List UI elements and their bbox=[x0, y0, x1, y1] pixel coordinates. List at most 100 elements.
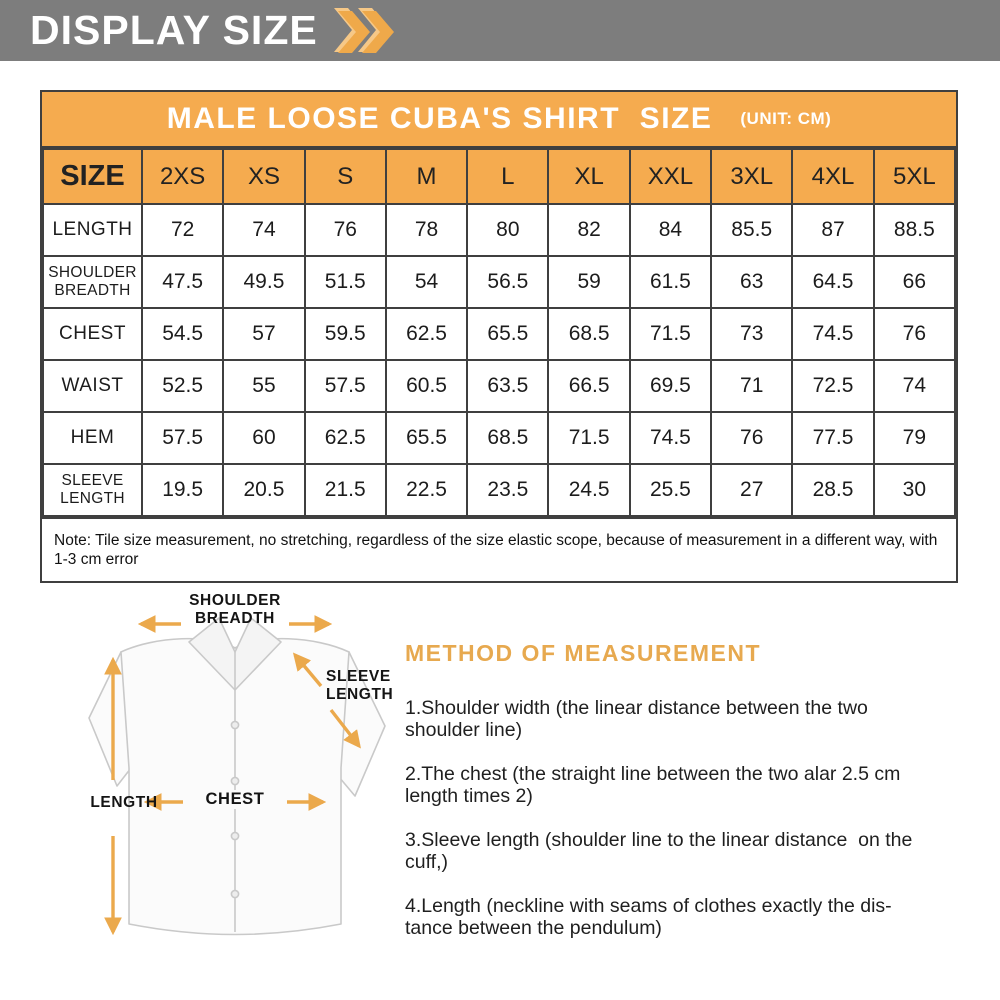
size-column-header: XL bbox=[547, 148, 631, 205]
size-value-cell: 62.5 bbox=[303, 411, 387, 465]
row-label: SLEEVE LENGTH bbox=[42, 463, 143, 517]
size-column-header: L bbox=[466, 148, 550, 205]
size-value-cell: 59 bbox=[547, 255, 631, 309]
sleeve-length-label: SLEEVE LENGTH bbox=[326, 668, 394, 703]
size-value-cell: 71 bbox=[710, 359, 794, 413]
size-value-cell: 25.5 bbox=[628, 463, 713, 517]
size-value-cell: 62.5 bbox=[384, 307, 469, 361]
size-chart-note: Note: Tile size measurement, no stretchi… bbox=[42, 517, 956, 581]
size-column-header: 4XL bbox=[791, 148, 875, 205]
display-size-banner: DISPLAY SIZE bbox=[0, 0, 1000, 61]
method-item: 1.Shoulder width (the linear distance be… bbox=[405, 697, 868, 742]
size-value-cell: 59.5 bbox=[303, 307, 387, 361]
method-item: 4.Length (neckline with seams of clothes… bbox=[405, 894, 892, 939]
table-row: CHEST 54.5 57 59.5 62.5 65.5 68.5 71.5 73 74.5 76 bbox=[42, 307, 957, 361]
size-column-header: 2XS bbox=[140, 148, 225, 205]
size-column-header: S bbox=[303, 148, 387, 205]
method-of-measurement-section: METHOD OF MEASUREMENT 1.Shoulder width (… bbox=[405, 640, 983, 960]
size-value-cell: 76 bbox=[872, 307, 957, 361]
size-value-cell: 47.5 bbox=[140, 255, 225, 309]
shirt-illustration bbox=[88, 615, 386, 936]
row-label: LENGTH bbox=[42, 203, 143, 257]
size-corner-header: SIZE bbox=[42, 148, 143, 205]
shoulder-breadth-label: SHOULDER BREADTH bbox=[189, 592, 281, 627]
size-value-cell: 61.5 bbox=[628, 255, 713, 309]
size-value-cell: 51.5 bbox=[303, 255, 387, 309]
method-item: 2.The chest (the straight line between t… bbox=[405, 762, 901, 808]
shirt-shape bbox=[88, 617, 386, 936]
size-table-body: LENGTH 72 74 76 78 80 82 84 85.5 87 88.5 SHOULDER B… bbox=[42, 203, 957, 517]
size-value-cell: 69.5 bbox=[628, 359, 713, 413]
size-value-cell: 65.5 bbox=[384, 411, 469, 465]
size-value-cell: 77.5 bbox=[791, 411, 875, 465]
size-value-cell: 88.5 bbox=[872, 203, 957, 257]
size-value-cell: 82 bbox=[547, 203, 631, 257]
size-value-cell: 71.5 bbox=[547, 411, 631, 465]
size-value-cell: 64.5 bbox=[791, 255, 875, 309]
size-value-cell: 19.5 bbox=[140, 463, 225, 517]
size-value-cell: 76 bbox=[710, 411, 794, 465]
size-value-cell: 72.5 bbox=[791, 359, 875, 413]
size-column-header: 3XL bbox=[710, 148, 794, 205]
size-value-cell: 63 bbox=[710, 255, 794, 309]
size-value-cell: 49.5 bbox=[222, 255, 306, 309]
size-value-cell: 57 bbox=[222, 307, 306, 361]
row-label: CHEST bbox=[42, 307, 143, 361]
measurement-diagram: SHOULDER BREADTH SLEEVE LENGTH LENGTH CH… bbox=[85, 588, 415, 960]
size-value-cell: 85.5 bbox=[710, 203, 794, 257]
size-column-header: 5XL bbox=[872, 148, 957, 205]
size-table-head-row: SIZE 2XS XS S M L XL XXL 3XL 4XL 5XL bbox=[42, 148, 957, 205]
size-value-cell: 57.5 bbox=[140, 411, 225, 465]
double-chevron-icon bbox=[333, 7, 394, 53]
table-row: SHOULDER BREADTH 47.5 49.5 51.5 54 56.5 59 61.5… bbox=[42, 255, 957, 309]
size-value-cell: 28.5 bbox=[791, 463, 875, 517]
size-value-cell: 65.5 bbox=[466, 307, 550, 361]
table-row: HEM 57.5 60 62.5 65.5 68.5 71.5 74.5 76 77.5 79 bbox=[42, 411, 957, 465]
size-value-cell: 74.5 bbox=[628, 411, 713, 465]
size-value-cell: 84 bbox=[628, 203, 713, 257]
size-column-header: XS bbox=[222, 148, 306, 205]
size-chart-title: MALE LOOSE CUBA'S SHIRT SIZE bbox=[166, 102, 713, 135]
size-value-cell: 73 bbox=[710, 307, 794, 361]
size-value-cell: 60.5 bbox=[384, 359, 469, 413]
size-value-cell: 23.5 bbox=[466, 463, 550, 517]
size-chart-card: MALE LOOSE CUBA'S SHIRT SIZE (UNIT: CM) … bbox=[40, 90, 958, 584]
size-value-cell: 74 bbox=[222, 203, 306, 257]
size-value-cell: 55 bbox=[222, 359, 306, 413]
measurement-arrows bbox=[104, 615, 361, 936]
size-value-cell: 66 bbox=[872, 255, 957, 309]
size-value-cell: 66.5 bbox=[547, 359, 631, 413]
size-value-cell: 80 bbox=[466, 203, 550, 257]
row-label: WAIST bbox=[42, 359, 143, 413]
method-item: 3.Sleeve length (shoulder line to the li… bbox=[405, 828, 913, 874]
chest-label: CHEST bbox=[183, 790, 287, 809]
size-value-cell: 20.5 bbox=[222, 463, 306, 517]
size-value-cell: 68.5 bbox=[466, 411, 550, 465]
size-value-cell: 27 bbox=[710, 463, 794, 517]
size-value-cell: 68.5 bbox=[547, 307, 631, 361]
size-column-header: XXL bbox=[628, 148, 713, 205]
size-value-cell: 24.5 bbox=[547, 463, 631, 517]
size-value-cell: 54.5 bbox=[140, 307, 225, 361]
method-items: 1.Shoulder width (the linear distance be… bbox=[405, 697, 983, 939]
method-title: METHOD OF MEASUREMENT bbox=[405, 640, 762, 666]
row-label: SHOULDER BREADTH bbox=[42, 255, 143, 309]
size-value-cell: 54 bbox=[384, 255, 469, 309]
size-value-cell: 30 bbox=[872, 463, 957, 517]
size-chart-unit-label: (UNIT: CM) bbox=[740, 109, 832, 128]
size-value-cell: 63.5 bbox=[466, 359, 550, 413]
size-value-cell: 52.5 bbox=[140, 359, 225, 413]
table-row: LENGTH 72 74 76 78 80 82 84 85.5 87 88.5 bbox=[42, 203, 957, 257]
size-value-cell: 57.5 bbox=[303, 359, 387, 413]
table-row: SLEEVE LENGTH 19.5 20.5 21.5 22.5 23.5 24.5 25.… bbox=[42, 463, 957, 517]
length-label: LENGTH bbox=[90, 794, 158, 811]
size-value-cell: 78 bbox=[384, 203, 469, 257]
size-value-cell: 76 bbox=[303, 203, 387, 257]
size-value-cell: 72 bbox=[140, 203, 225, 257]
size-table: SIZE 2XS XS S M L XL XXL 3XL 4XL 5XL LENGTH 72 74 76 7… bbox=[42, 148, 957, 517]
size-value-cell: 60 bbox=[222, 411, 306, 465]
table-row: WAIST 52.5 55 57.5 60.5 63.5 66.5 69.5 71 72.5 74 bbox=[42, 359, 957, 413]
row-label: HEM bbox=[42, 411, 143, 465]
size-value-cell: 74.5 bbox=[791, 307, 875, 361]
size-column-header: M bbox=[384, 148, 469, 205]
